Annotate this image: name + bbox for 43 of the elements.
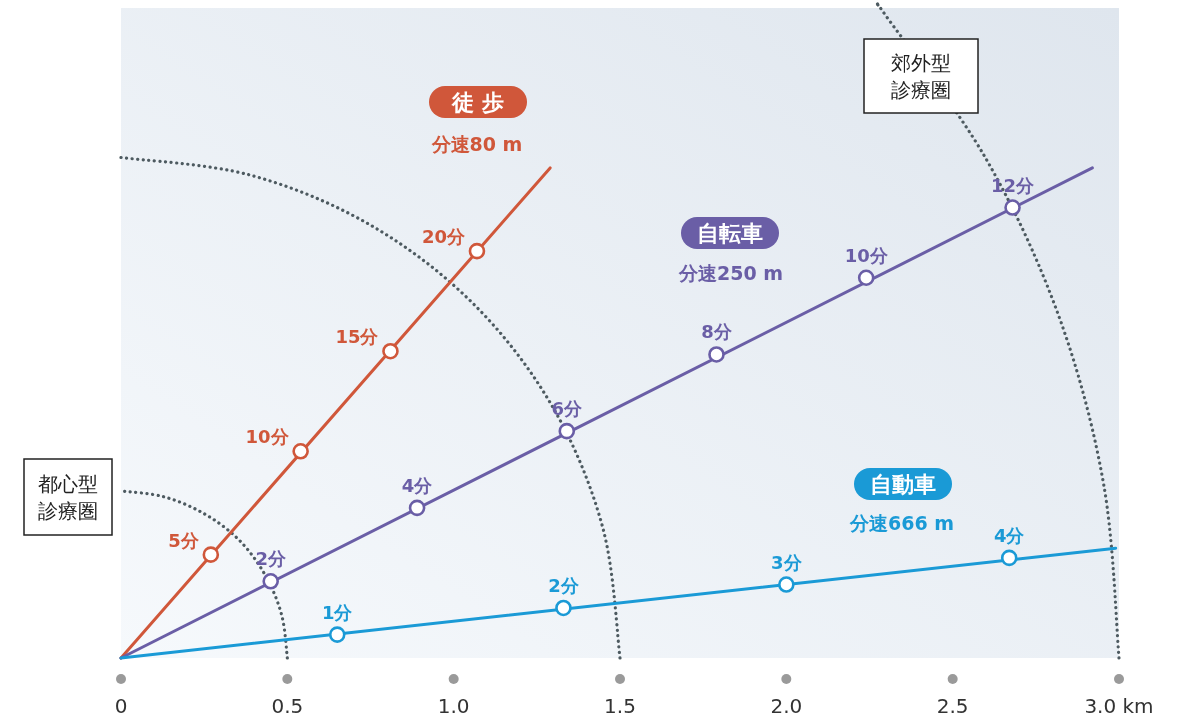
point	[555, 599, 572, 617]
annotation: 分速666 m	[848, 512, 955, 534]
annotation: 2分	[255, 548, 287, 570]
x-tick-label: 1.5	[604, 694, 636, 718]
point	[468, 242, 486, 260]
point	[558, 422, 576, 440]
point	[1000, 549, 1018, 567]
annotation: 2分	[548, 574, 580, 596]
annotation: 4分	[401, 474, 434, 496]
annotation: 分速80 m	[430, 133, 523, 155]
x-tick-label: 2.5	[936, 694, 969, 718]
point	[328, 626, 346, 643]
x-tick-label: 0.5	[271, 694, 304, 718]
annotation: 5分	[168, 529, 200, 551]
annotation: 8分	[701, 321, 733, 343]
text: 都心型診療圏	[38, 471, 98, 523]
point	[708, 346, 725, 363]
annotation: 10分	[245, 426, 290, 448]
annotation: 6分	[551, 398, 584, 420]
annotation: 10分	[844, 244, 889, 266]
point	[382, 342, 399, 360]
annotation: 分速250 m	[677, 262, 784, 284]
point	[857, 269, 875, 287]
x-tick-label: 3.0 km	[1084, 694, 1154, 718]
point	[1004, 199, 1021, 216]
annotation: 12分	[991, 174, 1036, 196]
annotation: 3分	[771, 551, 803, 573]
point	[778, 576, 795, 593]
annotation: 1分	[321, 601, 354, 623]
annotation: 20分	[421, 226, 466, 248]
x-tick-label: 0	[114, 694, 128, 718]
point	[202, 546, 220, 563]
text: 自転車	[697, 221, 763, 246]
point	[292, 443, 309, 460]
point	[408, 499, 426, 517]
annotation: 15分	[335, 326, 380, 348]
text: 徒 歩	[451, 90, 504, 115]
point	[262, 573, 279, 590]
annotation: 郊外型診療圏	[891, 50, 951, 102]
annotation: 4分	[993, 524, 1026, 546]
x-tick-label: 1.0	[437, 694, 470, 718]
x-tick-label: 2.0	[770, 694, 803, 718]
text: 自動車	[870, 472, 936, 497]
